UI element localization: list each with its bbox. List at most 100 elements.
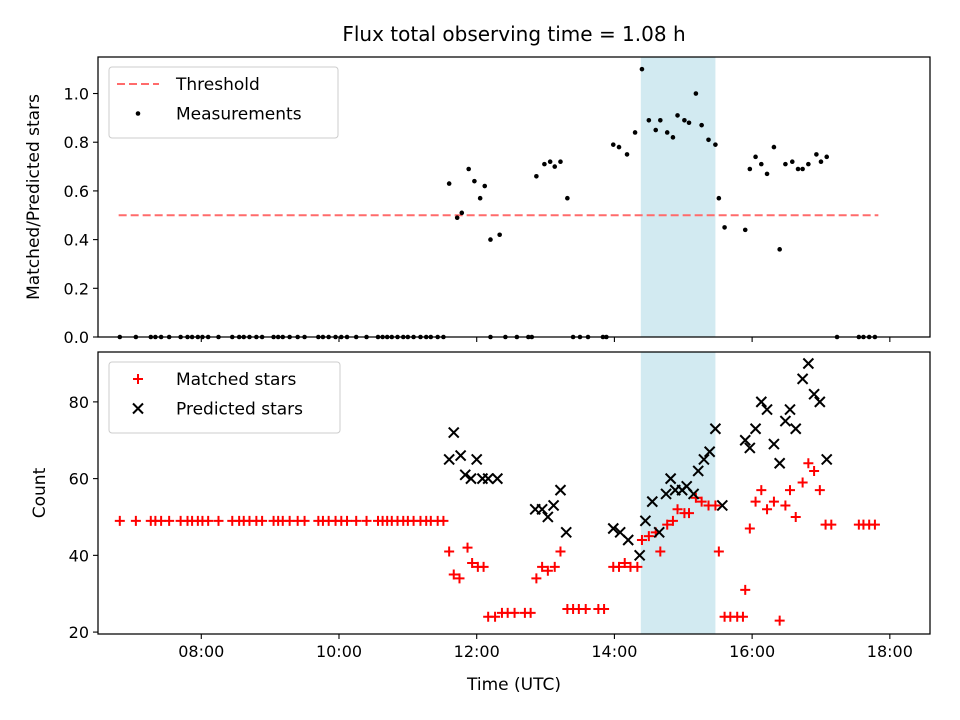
matched-star-point xyxy=(361,515,372,526)
legend-predicted-swatch xyxy=(132,402,144,415)
matched-star-point xyxy=(814,485,825,496)
measurement-point xyxy=(565,195,570,201)
measurement-point xyxy=(624,152,630,157)
predicted-star-point xyxy=(536,503,548,516)
matched-star-point xyxy=(478,561,489,572)
predicted-star-point xyxy=(687,488,700,500)
predicted-star-point xyxy=(749,423,762,435)
top-y-tick-label: 0.8 xyxy=(64,133,89,152)
bottom-y-tick-label: 60 xyxy=(69,470,89,489)
measurement-point xyxy=(472,178,477,184)
predicted-star-point xyxy=(739,434,751,446)
legend-label: Measurements xyxy=(176,105,302,125)
measurement-point xyxy=(446,181,452,186)
matched-star-point xyxy=(351,515,362,526)
predicted-star-point xyxy=(821,453,833,466)
predicted-star-point xyxy=(454,449,467,462)
predicted-star-point xyxy=(709,423,722,435)
predicted-star-point xyxy=(470,453,483,466)
matched-star-point xyxy=(713,546,724,557)
predicted-star-point xyxy=(660,488,672,500)
matched-star-point xyxy=(667,515,678,526)
measurement-point xyxy=(753,154,758,160)
measurement-point xyxy=(552,164,558,169)
predicted-star-point xyxy=(465,472,477,485)
measurement-point xyxy=(664,130,670,135)
matched-star-point xyxy=(555,546,566,557)
matched-star-point xyxy=(203,515,214,526)
series-measurements xyxy=(117,66,878,340)
predicted-star-point xyxy=(698,453,710,466)
predicted-star-point xyxy=(802,357,815,370)
measurement-point xyxy=(459,210,465,216)
matched-star-point xyxy=(684,508,695,519)
top-y-tick-label: 0.4 xyxy=(64,231,89,250)
measurement-point xyxy=(646,118,652,123)
measurement-point xyxy=(675,113,680,118)
matched-star-point xyxy=(696,496,707,507)
measurement-point xyxy=(658,118,663,123)
matched-star-point xyxy=(784,485,795,496)
series-matched-stars xyxy=(114,458,880,626)
matched-star-point xyxy=(467,558,478,569)
top-legend-box xyxy=(108,66,339,139)
measurement-point xyxy=(800,166,805,172)
measurement-point xyxy=(706,137,711,143)
measurement-point xyxy=(693,91,699,96)
matched-star-point xyxy=(750,496,761,507)
predicted-star-point xyxy=(796,373,809,385)
bottom-x-tick-label: 16:00 xyxy=(729,642,775,661)
matched-star-point xyxy=(490,611,501,622)
predicted-star-point xyxy=(560,526,572,539)
predicted-star-point xyxy=(744,442,756,454)
bottom-y-axis-label: Count xyxy=(30,467,50,518)
predicted-star-point xyxy=(443,453,455,466)
bottom-x-tick-label: 10:00 xyxy=(316,642,362,661)
legend-label: Threshold xyxy=(175,75,260,95)
matched-star-point xyxy=(257,515,268,526)
predicted-star-point xyxy=(716,499,728,512)
predicted-star-point xyxy=(542,511,554,523)
matched-star-point xyxy=(636,535,647,545)
measurement-point xyxy=(699,122,704,128)
predicted-star-point xyxy=(607,522,619,535)
predicted-star-point xyxy=(755,396,768,408)
top-highlight-span xyxy=(640,57,716,337)
matched-star-point xyxy=(869,519,880,530)
top-y-axis-label: Matched/Predicted stars xyxy=(24,94,44,300)
predicted-star-point xyxy=(773,457,786,469)
matched-star-point xyxy=(737,611,748,622)
top-axes-frame xyxy=(97,56,931,338)
predicted-star-point xyxy=(692,465,704,477)
predicted-star-point xyxy=(808,388,820,400)
measurement-point xyxy=(547,159,553,164)
matched-star-point xyxy=(114,515,125,526)
matched-star-point xyxy=(580,604,591,615)
measurement-point xyxy=(783,161,788,167)
matched-star-point xyxy=(213,515,224,526)
predicted-star-point xyxy=(491,472,504,485)
measurement-point xyxy=(610,142,616,147)
matched-star-point xyxy=(762,504,773,515)
bottom-y-tick-label: 40 xyxy=(69,546,89,565)
matched-star-point xyxy=(619,558,630,569)
predicted-star-point xyxy=(547,499,560,512)
bottom-axes-frame xyxy=(97,351,931,635)
bottom-y-tick-label: 80 xyxy=(69,393,89,412)
matched-star-point xyxy=(525,607,536,618)
matched-star-point xyxy=(299,515,310,526)
measurement-point xyxy=(454,215,460,220)
measurement-point xyxy=(771,144,777,150)
predicted-star-point xyxy=(703,446,716,458)
bottom-legend-box xyxy=(108,361,341,434)
matched-star-point xyxy=(537,561,548,572)
series-predicted-stars xyxy=(443,357,833,562)
predicted-star-point xyxy=(459,469,471,481)
predicted-star-point xyxy=(784,403,796,416)
matched-star-point xyxy=(710,500,721,511)
matched-star-point xyxy=(643,531,654,542)
measurement-point xyxy=(777,247,782,252)
predicted-star-point xyxy=(448,426,460,439)
bottom-x-tick-label: 18:00 xyxy=(867,642,913,661)
